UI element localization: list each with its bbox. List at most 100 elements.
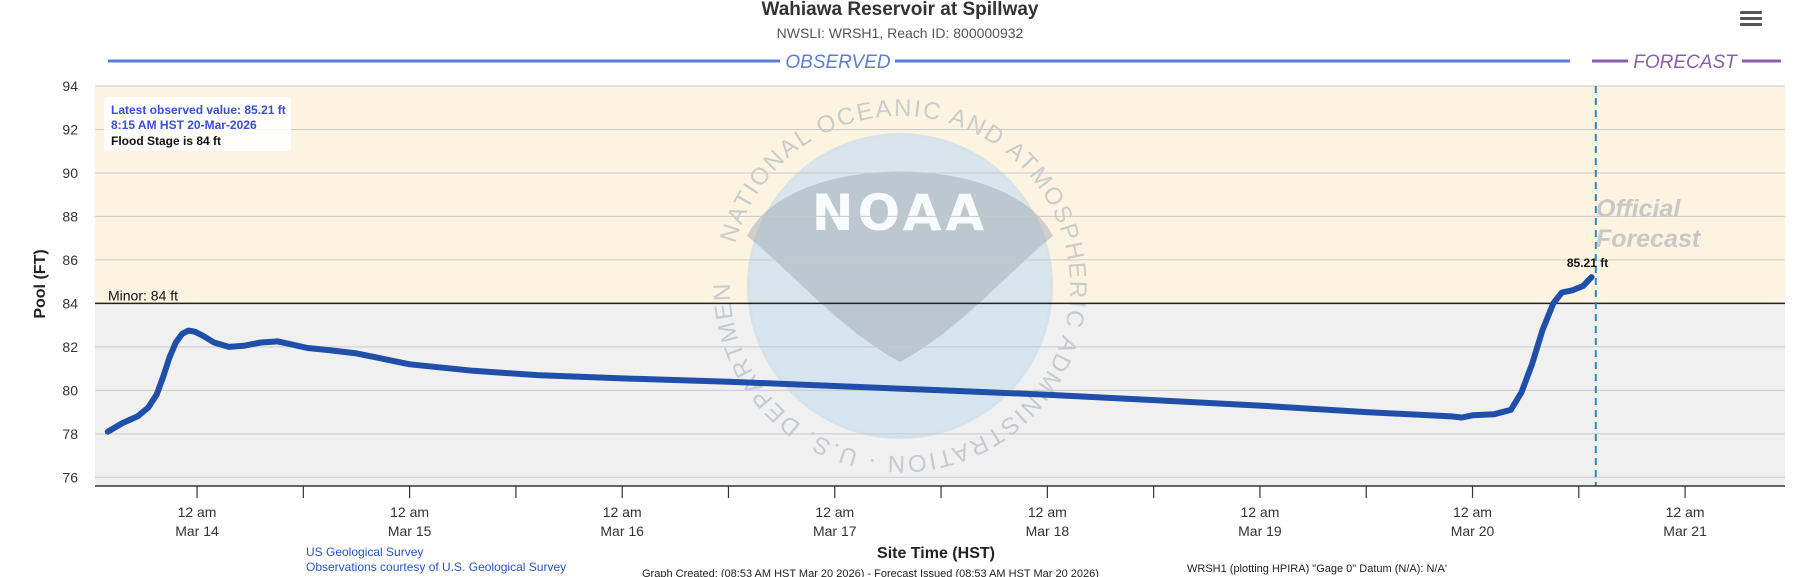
y-tick-label-94: 94 (62, 78, 78, 94)
observed-point (211, 340, 217, 346)
observed-point (173, 340, 179, 346)
section-banners: OBSERVED FORECAST (108, 52, 1781, 73)
observed-point (186, 328, 192, 334)
observed-point (1518, 390, 1524, 396)
x-tick-label-time: 12 am (815, 504, 854, 520)
x-tick-label-date: Mar 18 (1026, 523, 1070, 539)
info-box: Latest observed value: 85.21 ft8:15 AM H… (104, 97, 291, 151)
observed-point (326, 347, 332, 353)
observed-point (1459, 415, 1465, 421)
observed-point (258, 340, 264, 346)
observed-point (1569, 287, 1575, 293)
observed-point (1470, 412, 1476, 418)
y-tick-label-86: 86 (62, 252, 78, 268)
observed-point (407, 361, 413, 367)
x-tick-label-date: Mar 19 (1238, 523, 1282, 539)
observed-point (275, 338, 281, 344)
observed-point (1257, 403, 1263, 409)
last-value-label: 85.21 ft (1567, 256, 1608, 270)
x-tick-label-date: Mar 20 (1451, 523, 1495, 539)
x-tick-label-time: 12 am (1240, 504, 1279, 520)
y-tick-label-76: 76 (62, 469, 78, 485)
x-tick-label-date: Mar 21 (1663, 523, 1707, 539)
source-link-observations[interactable]: Observations courtesy of U.S. Geological… (306, 560, 566, 574)
x-axis: 12 am Mar 14 12 am Mar 15 12 am Mar 16 12 am Ma… (95, 485, 1785, 539)
observed-point (120, 420, 126, 426)
source-link-usgs[interactable]: US Geological Survey (306, 545, 423, 559)
info-latest-time: 8:15 AM HST 20-Mar-2026 (111, 118, 257, 132)
observed-series: 85.21 ft (104, 256, 1608, 435)
observed-point (1550, 300, 1556, 306)
observed-point (1491, 411, 1497, 417)
datum-note: WRSH1 (plotting HPIRA) "Gage 0" Datum (N… (1187, 563, 1447, 575)
seal-wordmark: NOAA (812, 184, 988, 242)
x-tick-label-date: Mar 14 (175, 523, 219, 539)
observed-point (1529, 361, 1535, 367)
observed-point (1589, 274, 1595, 280)
menu-bar-icon (1740, 17, 1762, 20)
observed-point (241, 343, 247, 349)
y-tick-label-84: 84 (62, 295, 78, 311)
observed-point (135, 413, 141, 419)
seal-bird-shape (747, 171, 1053, 362)
chart-title: Wahiawa Reservoir at Spillway (761, 0, 1038, 20)
forecast-banner-label: FORECAST (1633, 52, 1738, 73)
observed-point (1559, 290, 1565, 296)
flood-stage-label: Minor: 84 ft (108, 287, 178, 303)
menu-bar-icon (1740, 11, 1762, 14)
hamburger-menu-button[interactable] (1740, 8, 1762, 28)
info-flood-stage: Flood Stage is 84 ft (111, 134, 221, 148)
observed-point (470, 368, 476, 374)
x-axis-title: Site Time (HST) (877, 545, 995, 562)
y-axis: 76 78 80 82 84 86 88 90 92 94 (62, 78, 78, 485)
observed-point (1363, 409, 1369, 415)
observed-point (1580, 283, 1586, 289)
x-tick-label-date: Mar 17 (813, 523, 857, 539)
observed-point (145, 405, 151, 411)
x-tick-label-time: 12 am (1028, 504, 1067, 520)
observed-point (353, 350, 359, 356)
x-tick-label-time: 12 am (1666, 504, 1705, 520)
observed-banner-label: OBSERVED (785, 52, 891, 73)
observed-point (938, 387, 944, 393)
observed-point (305, 345, 311, 351)
y-tick-label-80: 80 (62, 382, 78, 398)
y-tick-label-88: 88 (62, 208, 78, 224)
forecast-watermark-line1: Official (1596, 195, 1681, 223)
observed-point (154, 392, 160, 398)
observed-point (200, 333, 206, 339)
observed-point (166, 355, 172, 361)
y-axis-title: Pool (FT) (32, 249, 49, 318)
observed-point (534, 372, 540, 378)
observed-point (1448, 413, 1454, 419)
observed-point (160, 374, 166, 380)
observed-point (375, 355, 381, 361)
observed-point (192, 329, 198, 335)
menu-bar-icon (1740, 23, 1762, 26)
observed-point (1508, 407, 1514, 413)
observed-point (1044, 392, 1050, 398)
observed-point (1540, 326, 1546, 332)
y-tick-label-90: 90 (62, 165, 78, 181)
observed-point (179, 331, 185, 337)
y-tick-label-78: 78 (62, 426, 78, 442)
x-tick-label-time: 12 am (178, 504, 217, 520)
x-tick-label-time: 12 am (603, 504, 642, 520)
y-tick-label-92: 92 (62, 121, 78, 137)
y-tick-label-82: 82 (62, 339, 78, 355)
x-tick-label-date: Mar 16 (600, 523, 644, 539)
graph-created-note: Graph Created: (08:53 AM HST Mar 20 2026… (642, 568, 1099, 577)
seal-disk (747, 133, 1053, 439)
observed-line (104, 274, 1595, 435)
observed-point (290, 342, 296, 348)
observed-point (105, 429, 111, 435)
x-tick-label-time: 12 am (390, 504, 429, 520)
info-latest-value: Latest observed value: 85.21 ft (111, 103, 286, 117)
observed-point (725, 379, 731, 385)
observed-point (1151, 397, 1157, 403)
observed-point (832, 383, 838, 389)
info-box-background (104, 97, 291, 151)
chart-subtitle: NWSLI: WRSH1, Reach ID: 800000932 (777, 25, 1024, 41)
